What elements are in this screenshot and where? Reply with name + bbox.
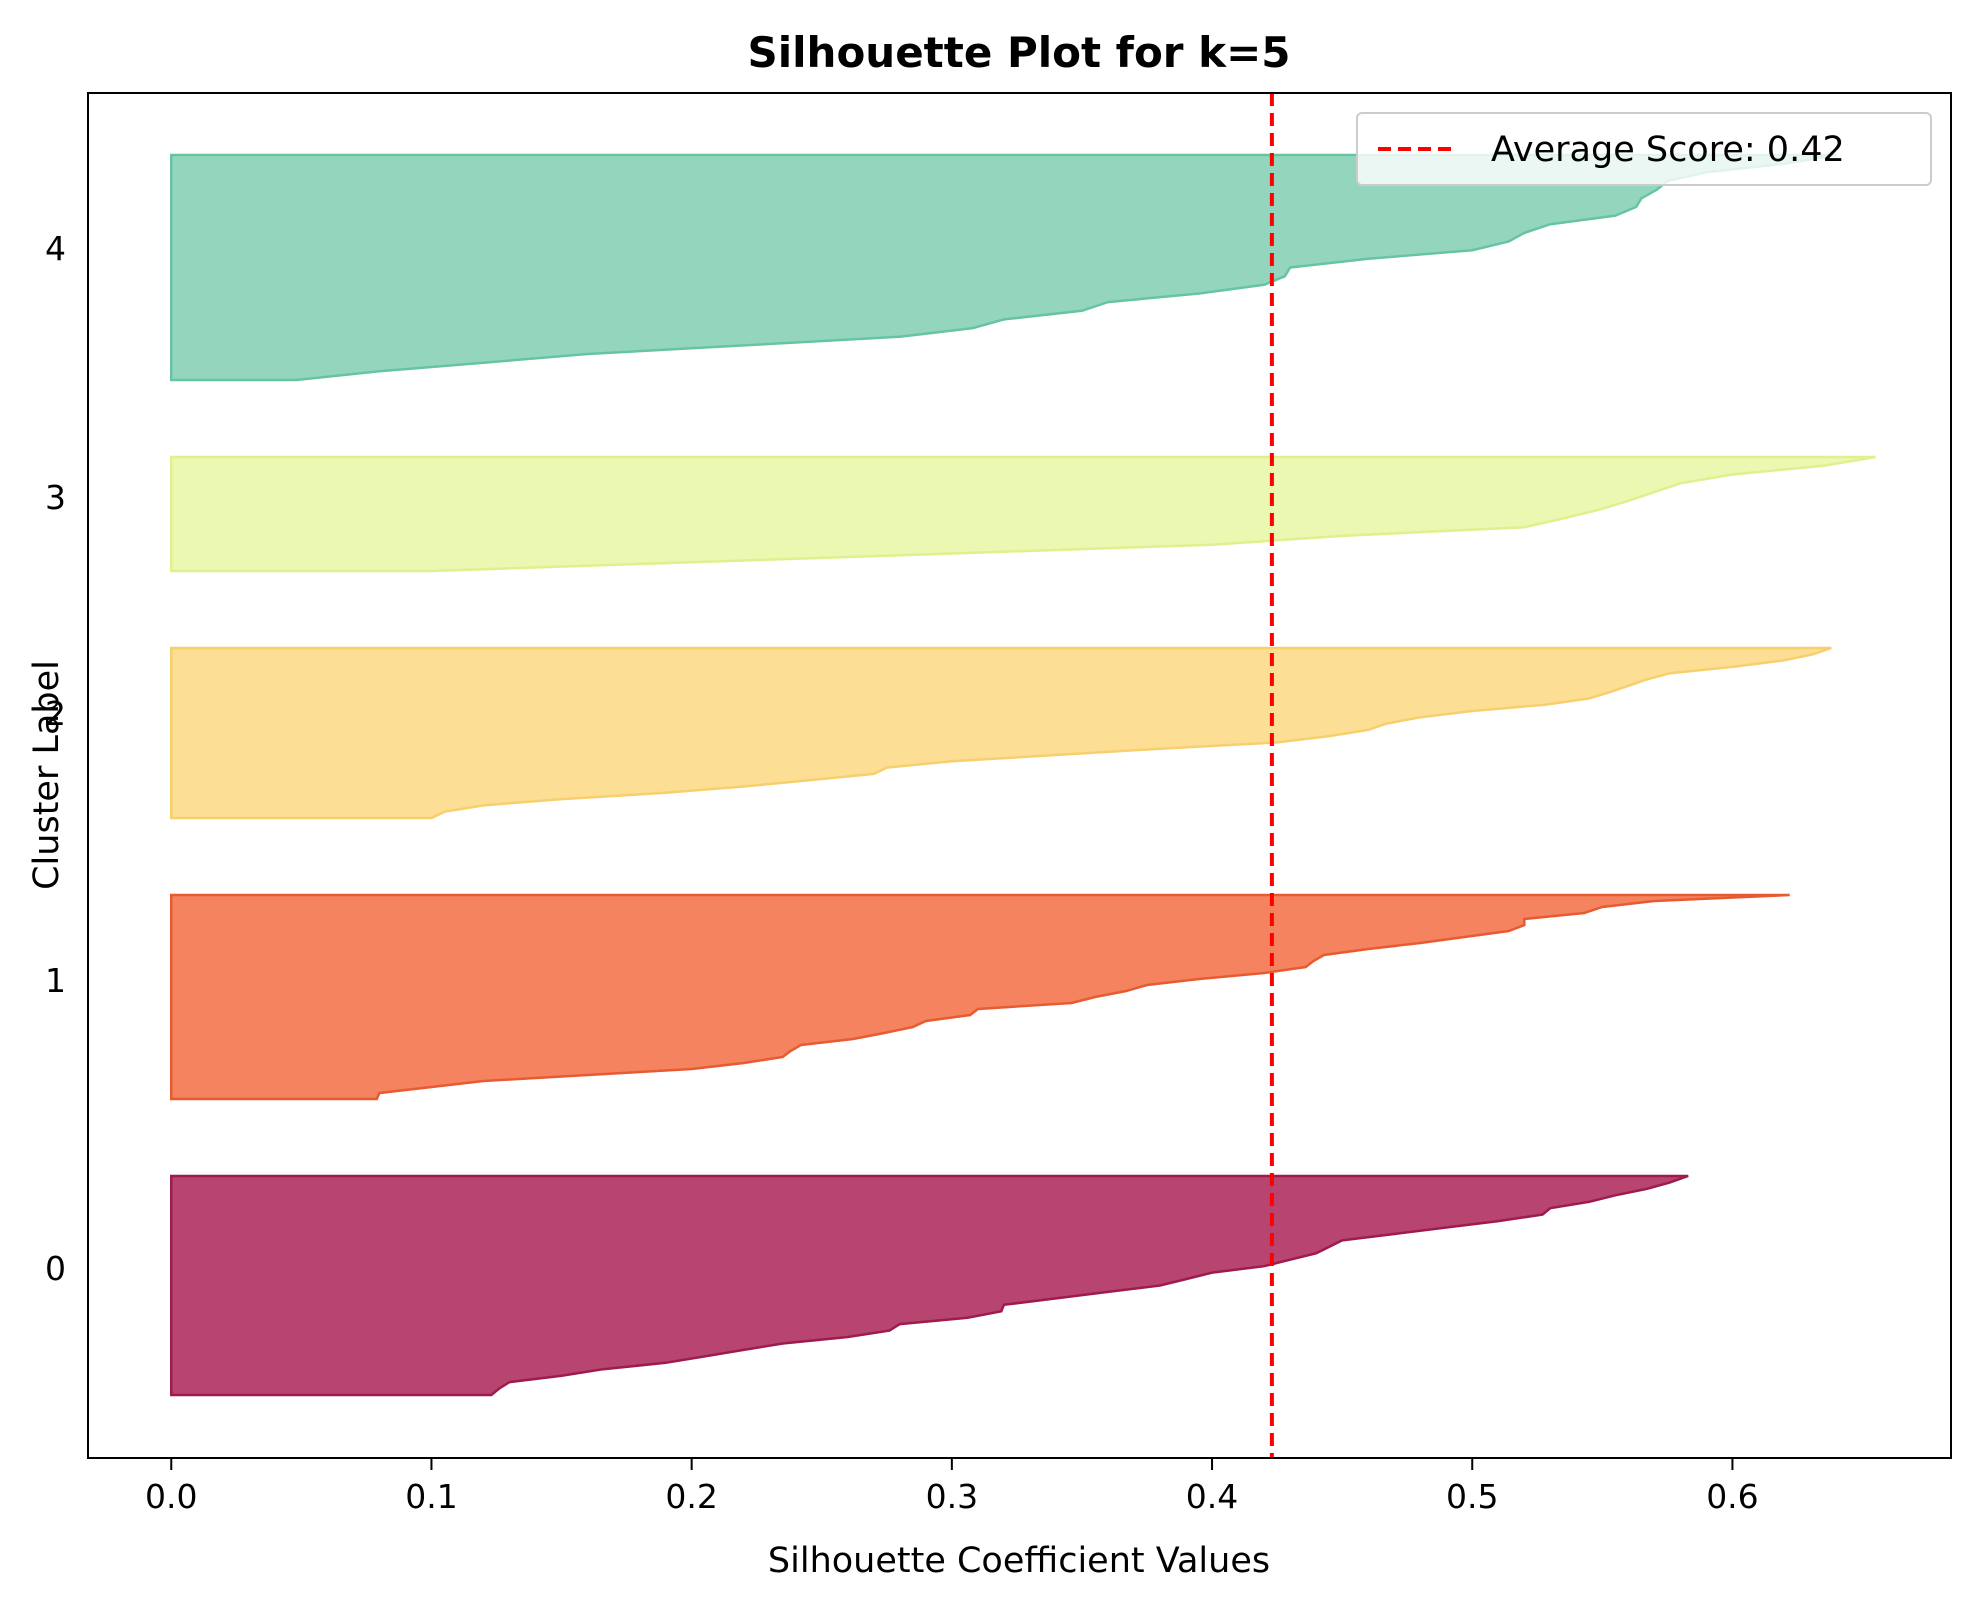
- cluster-1-area: [170, 893, 1790, 1101]
- y-axis-ticks: 0 1 2 3 4: [45, 229, 66, 1288]
- x-tick-label: 0.6: [1706, 1477, 1758, 1516]
- chart-title: Silhouette Plot for k=5: [748, 28, 1291, 77]
- x-axis-ticks: 0.0 0.1 0.2 0.3 0.4 0.5 0.6: [145, 1458, 1759, 1516]
- legend-box: [1356, 112, 1932, 186]
- cluster-0-area: [170, 1174, 1689, 1397]
- legend-label: Average Score: 0.42: [1491, 130, 1845, 170]
- y-tick-label-0: 0: [45, 1249, 66, 1288]
- x-tick-label: 0.3: [926, 1477, 978, 1516]
- x-tick-label: 0.5: [1446, 1477, 1498, 1516]
- x-tick-label: 0.4: [1186, 1477, 1238, 1516]
- plot-frame: [87, 92, 1952, 1459]
- y-tick-label-1: 1: [45, 961, 66, 1000]
- x-tick-label: 0.2: [665, 1477, 717, 1516]
- x-tick-label: 0.1: [405, 1477, 457, 1516]
- legend: Average Score: 0.42: [1356, 112, 1932, 186]
- cluster-2-area: [170, 646, 1832, 820]
- y-tick-label-3: 3: [45, 478, 66, 517]
- x-tick-label: 0.0: [145, 1477, 197, 1516]
- y-axis-label: Cluster Label: [27, 660, 67, 890]
- y-tick-label-4: 4: [45, 229, 66, 268]
- cluster-areas: [170, 153, 1876, 1397]
- x-axis-label: Silhouette Coefficient Values: [768, 1541, 1270, 1581]
- y-tick-label-2: 2: [45, 694, 66, 733]
- cluster-3-area: [170, 455, 1876, 573]
- cluster-4-area: [170, 153, 1837, 382]
